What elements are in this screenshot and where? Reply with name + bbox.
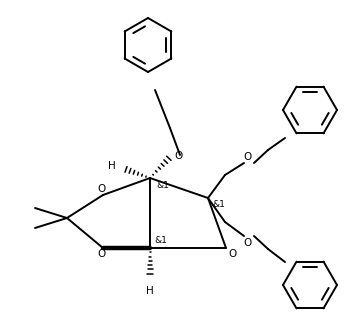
Text: O: O (228, 249, 236, 259)
Text: &1: &1 (156, 181, 169, 190)
Text: H: H (108, 161, 116, 171)
Text: H: H (146, 286, 154, 296)
Text: O: O (98, 249, 106, 259)
Text: &1: &1 (154, 236, 167, 245)
Text: O: O (174, 151, 182, 161)
Text: O: O (244, 152, 252, 162)
Text: O: O (244, 238, 252, 248)
Text: &1: &1 (212, 200, 225, 209)
Text: O: O (98, 184, 106, 194)
